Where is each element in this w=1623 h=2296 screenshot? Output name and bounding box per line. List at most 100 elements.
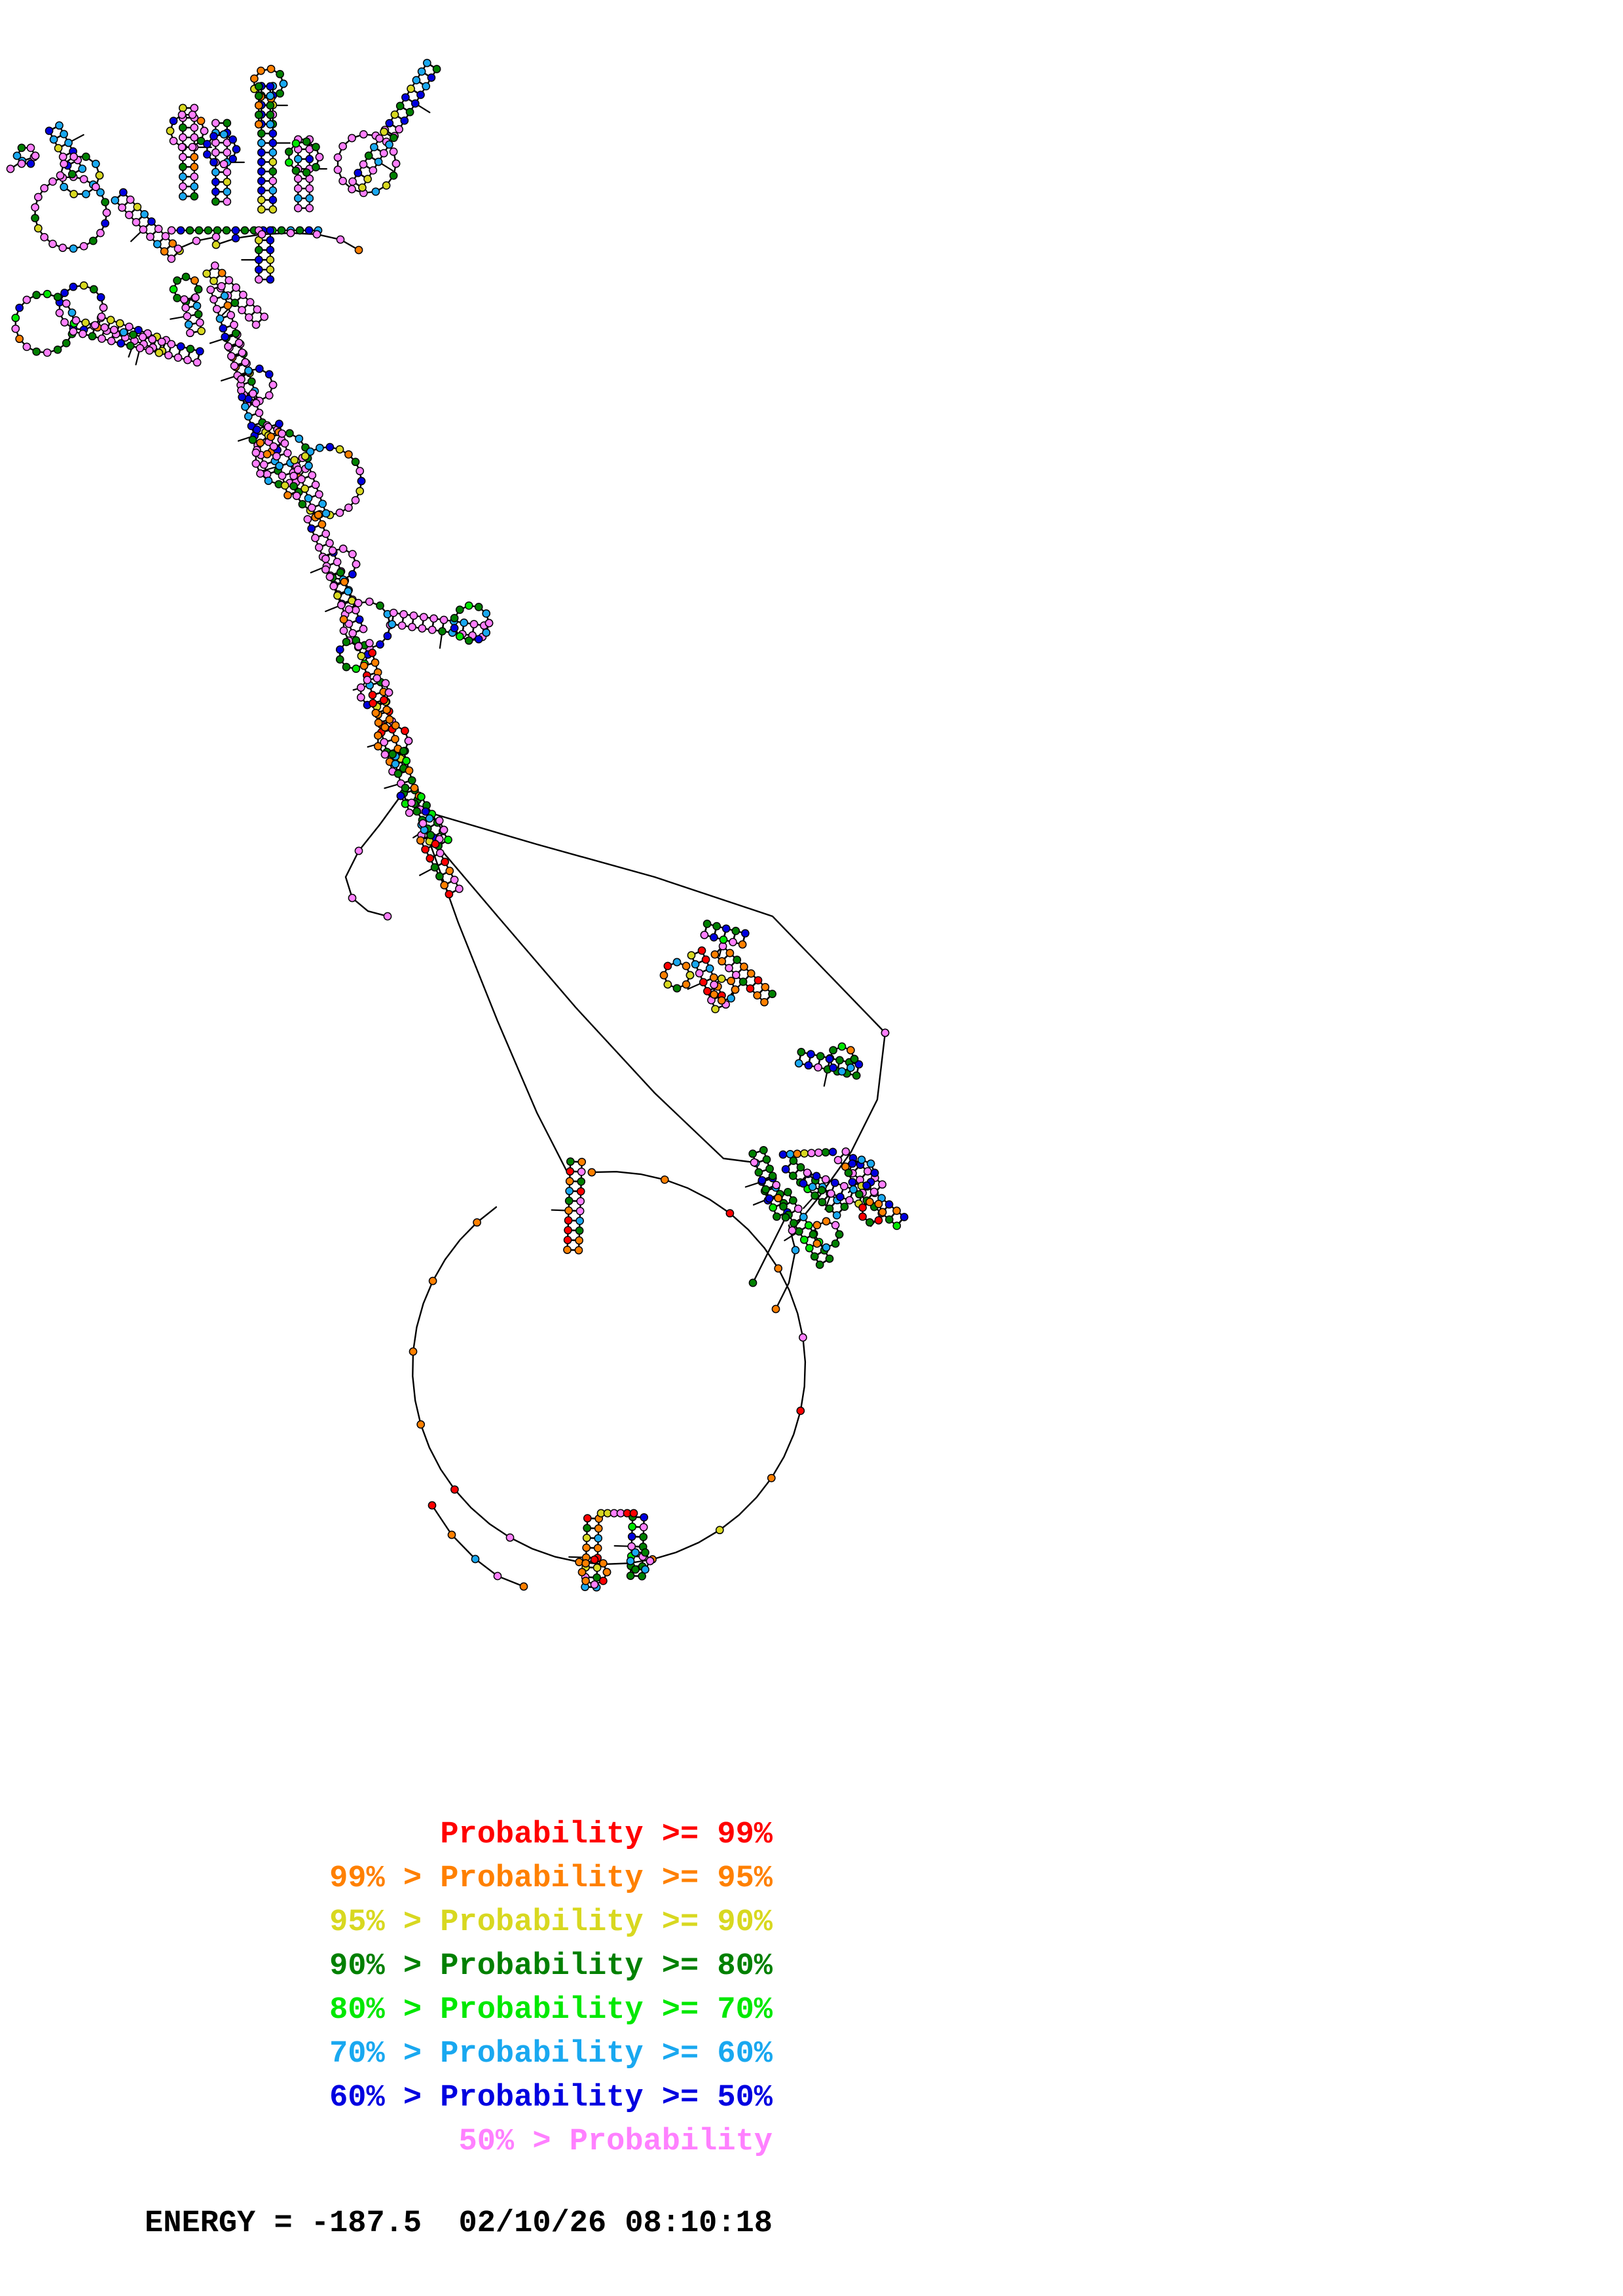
- nucleotide: [866, 1218, 874, 1227]
- nucleotide: [301, 484, 310, 493]
- nucleotide: [339, 626, 348, 635]
- nucleotide: [40, 184, 49, 192]
- nucleotide: [407, 84, 415, 93]
- nucleotide: [257, 186, 266, 195]
- rna-structure-plot: [6, 58, 909, 1592]
- nucleotide: [178, 123, 187, 132]
- nucleotide: [254, 101, 263, 110]
- nucleotide: [450, 875, 459, 884]
- nucleotide: [79, 242, 88, 251]
- nucleotide: [807, 1050, 815, 1058]
- nucleotide: [389, 171, 398, 180]
- nucleotide: [191, 276, 199, 285]
- nucleotide: [848, 1177, 857, 1187]
- nucleotide: [211, 118, 220, 128]
- nucleotide: [96, 228, 105, 238]
- nucleotide: [210, 261, 219, 270]
- nucleotide: [194, 285, 203, 294]
- nucleotide: [710, 990, 719, 999]
- nucleotide: [460, 619, 469, 627]
- nucleotide: [590, 1580, 599, 1589]
- nucleotide: [139, 225, 148, 234]
- nucleotide: [283, 448, 292, 457]
- nucleotide: [344, 587, 353, 596]
- nucleotide: [184, 320, 193, 329]
- nucleotide: [167, 254, 176, 263]
- nucleotide: [257, 177, 266, 185]
- nucleotide: [803, 1168, 812, 1177]
- nucleotide: [244, 366, 253, 375]
- nucleotide: [97, 312, 106, 321]
- nucleotide: [241, 358, 250, 367]
- nucleotide: [765, 1194, 774, 1203]
- nucleotide: [356, 486, 365, 495]
- nucleotide: [212, 304, 221, 314]
- nucleotide: [854, 1060, 864, 1069]
- nucleotide: [293, 174, 302, 183]
- nucleotide: [146, 232, 155, 242]
- nucleotide: [821, 1148, 830, 1157]
- nucleotide: [264, 476, 273, 485]
- legend-row-50: 60% > Probability >= 50%: [329, 2081, 773, 2115]
- nucleotide: [380, 696, 388, 704]
- nucleotide: [22, 342, 31, 351]
- nucleotide: [78, 164, 87, 173]
- nucleotide: [376, 640, 384, 649]
- nucleotide: [56, 171, 65, 180]
- nucleotide: [312, 163, 320, 171]
- nucleotide: [254, 111, 263, 119]
- nucleotide: [312, 143, 320, 151]
- nucleotide: [210, 158, 218, 167]
- nucleotide: [259, 460, 268, 469]
- nucleotide: [412, 76, 421, 84]
- nucleotide: [134, 325, 143, 334]
- nucleotide: [238, 393, 247, 402]
- nucleotide: [43, 348, 52, 357]
- nucleotide: [746, 984, 755, 993]
- nucleotide: [186, 344, 195, 353]
- nucleotide: [884, 1200, 894, 1209]
- nucleotide: [178, 133, 187, 142]
- nucleotide: [835, 1230, 844, 1239]
- nucleotide: [253, 305, 262, 314]
- nucleotide: [260, 312, 269, 321]
- nucleotide: [12, 151, 22, 160]
- nucleotide: [266, 265, 275, 274]
- nucleotide: [314, 511, 323, 520]
- nucleotide: [412, 807, 422, 816]
- nucleotide: [183, 312, 192, 321]
- nucleotide: [293, 204, 302, 213]
- nucleotide: [298, 500, 307, 509]
- nucleotide: [818, 1198, 827, 1207]
- nucleotide: [640, 1513, 649, 1522]
- nucleotide: [892, 1206, 901, 1215]
- nucleotide: [210, 276, 218, 285]
- rna-structure-canvas: [6, 58, 909, 1592]
- nucleotide: [124, 211, 134, 219]
- nucleotide: [768, 990, 776, 998]
- nucleotide: [339, 615, 348, 624]
- nucleotide: [157, 337, 166, 346]
- nucleotide: [884, 1215, 894, 1224]
- nucleotide: [426, 854, 435, 863]
- nucleotide: [329, 582, 338, 590]
- nucleotide: [289, 471, 298, 480]
- nucleotide: [181, 303, 190, 312]
- nucleotide: [710, 980, 719, 989]
- nucleotide: [312, 230, 321, 239]
- nucleotide: [639, 1532, 648, 1541]
- nucleotide: [290, 456, 299, 465]
- nucleotide: [190, 103, 199, 113]
- nucleotide: [43, 289, 52, 298]
- nucleotide: [100, 323, 109, 332]
- nucleotide: [192, 358, 202, 367]
- nucleotide: [234, 338, 244, 348]
- nucleotide: [211, 177, 220, 187]
- nucleotide: [575, 1558, 583, 1566]
- nucleotide: [348, 893, 357, 903]
- nucleotide: [754, 1168, 763, 1177]
- nucleotide: [101, 219, 109, 228]
- nucleotide: [154, 224, 163, 234]
- nucleotide: [232, 283, 240, 292]
- nucleotide: [354, 168, 363, 177]
